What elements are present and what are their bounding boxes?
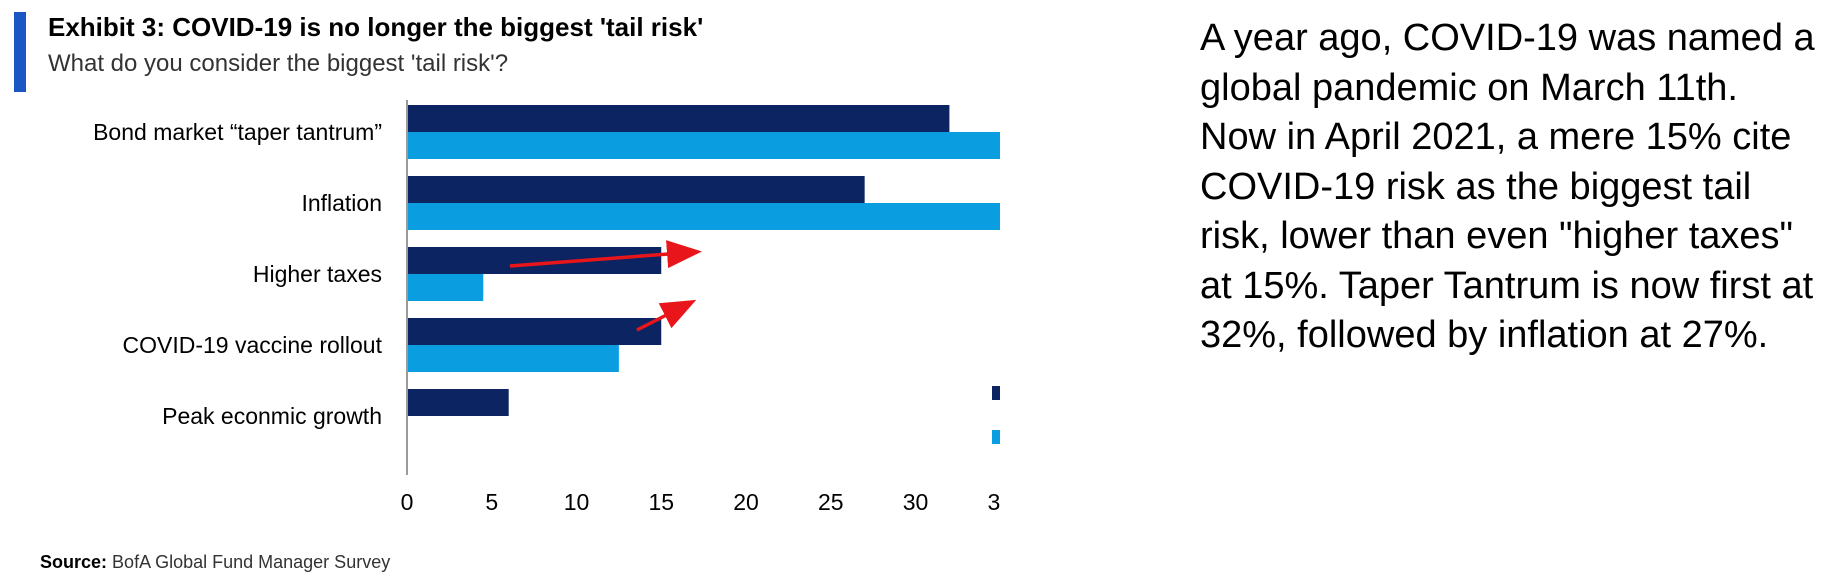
x-tick-label: 15 bbox=[648, 489, 674, 515]
source-note: Source: BofA Global Fund Manager Survey bbox=[40, 552, 390, 573]
bar-chart: Bond market “taper tantrum” Inflation High… bbox=[93, 100, 1000, 515]
bar-apr-21-1 bbox=[407, 176, 865, 203]
bar-mar-21-1 bbox=[407, 203, 1000, 230]
bar-apr-21-4 bbox=[407, 389, 509, 416]
bar-mar-21-3 bbox=[407, 345, 619, 372]
commentary-text: A year ago, COVID-19 was named a global … bbox=[1200, 17, 1815, 356]
x-tick-label: 25 bbox=[818, 489, 844, 515]
category-label: Peak econmic growth bbox=[162, 403, 382, 429]
x-tick-label: 5 bbox=[485, 489, 498, 515]
bar-mar-21-0 bbox=[407, 132, 1000, 159]
bar-apr-21-2 bbox=[407, 247, 662, 274]
category-label: Inflation bbox=[301, 190, 382, 216]
x-tick-label: 10 bbox=[564, 489, 590, 515]
annotation-arrow bbox=[636, 299, 697, 332]
accent-bar bbox=[14, 12, 26, 92]
x-tick-label: 35 bbox=[987, 489, 1000, 515]
bar-mar-21-2 bbox=[407, 274, 484, 301]
category-label: Higher taxes bbox=[253, 261, 382, 287]
annotation-arrow bbox=[509, 240, 702, 269]
bar-apr-21-3 bbox=[407, 318, 662, 345]
legend-swatch-mar-21 bbox=[992, 430, 1000, 444]
source-text: BofA Global Fund Manager Survey bbox=[112, 552, 391, 572]
x-tick-label: 20 bbox=[733, 489, 759, 515]
x-tick-label: 0 bbox=[401, 489, 414, 515]
x-tick-label: 30 bbox=[903, 489, 929, 515]
chart-subtitle: What do you consider the biggest 'tail r… bbox=[48, 50, 509, 77]
bar-apr-21-0 bbox=[407, 105, 950, 132]
category-label: COVID-19 vaccine rollout bbox=[123, 332, 383, 358]
legend-swatch-apr-21 bbox=[992, 386, 1000, 400]
source-label: Source: bbox=[40, 552, 108, 572]
category-label: Bond market “taper tantrum” bbox=[93, 119, 382, 145]
chart-title: Exhibit 3: COVID-19 is no longer the big… bbox=[48, 12, 704, 42]
